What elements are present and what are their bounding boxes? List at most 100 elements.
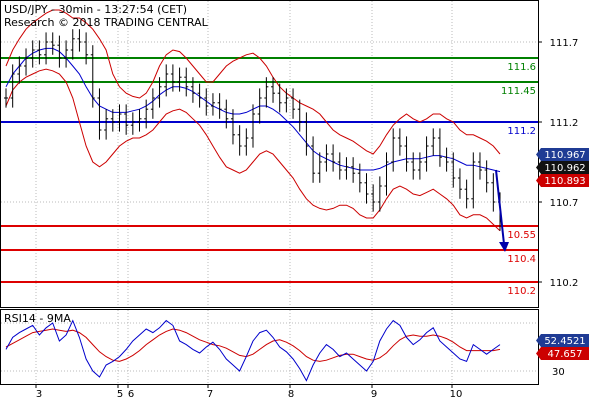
candle xyxy=(371,184,376,212)
candle xyxy=(4,88,8,108)
price-badge-label: 110.893 xyxy=(544,176,585,187)
candle xyxy=(451,152,456,188)
chart-title: USD/JPY - 30min - 13:27:54 (CET) xyxy=(4,3,187,16)
candle xyxy=(30,40,35,68)
candle xyxy=(217,93,222,119)
candle xyxy=(90,45,95,108)
candle xyxy=(297,99,302,132)
x-tick-label: 9 xyxy=(371,389,377,400)
candle xyxy=(264,77,269,108)
x-tick-label: 10 xyxy=(450,389,463,400)
x-tick-label: 6 xyxy=(128,389,134,400)
candle xyxy=(324,144,329,172)
candle xyxy=(251,104,255,148)
rsi-panel-frame xyxy=(0,309,539,385)
candle xyxy=(50,32,55,55)
candle xyxy=(411,152,416,180)
candle xyxy=(484,160,489,193)
rsi-badge: 47.657 xyxy=(536,347,589,360)
candle xyxy=(244,128,249,156)
candle xyxy=(104,109,109,140)
candle xyxy=(317,152,322,183)
candle xyxy=(77,29,82,52)
candle xyxy=(444,147,449,172)
candle xyxy=(70,29,75,60)
candle xyxy=(10,64,15,108)
forecast-arrow-head xyxy=(499,242,509,252)
candle xyxy=(471,152,476,209)
y-tick-label: 111.7 xyxy=(550,38,579,49)
level-label: 111.45 xyxy=(501,86,536,97)
candle xyxy=(64,40,69,68)
x-axis: 3 5 6 7 8 9 10 xyxy=(35,384,463,400)
candle xyxy=(364,173,369,204)
candle xyxy=(291,88,296,119)
candle xyxy=(177,67,182,92)
candle xyxy=(271,77,276,103)
candle xyxy=(437,128,442,167)
price-panel-frame xyxy=(0,0,539,308)
candle xyxy=(197,83,202,108)
candle xyxy=(477,152,482,180)
candle xyxy=(284,88,289,113)
y-tick-label: 110.7 xyxy=(550,198,579,209)
price-badges: 110.967 110.962 110.893 52.4521 47.657 xyxy=(536,148,589,360)
candle xyxy=(130,112,135,135)
candle xyxy=(110,109,115,132)
candle xyxy=(391,128,396,172)
rsi-ma-line xyxy=(5,328,501,362)
candle xyxy=(384,152,389,196)
candle xyxy=(337,152,342,180)
price-badge-label: 110.967 xyxy=(544,150,585,161)
candle xyxy=(57,35,62,68)
level-label: 10.55 xyxy=(507,230,536,241)
x-tick-label: 5 xyxy=(117,389,123,400)
candle xyxy=(404,136,409,172)
candle xyxy=(431,128,436,156)
candle xyxy=(150,88,155,119)
candle xyxy=(84,32,89,65)
candle xyxy=(184,67,189,97)
price-badge: 110.967 xyxy=(536,148,589,161)
level-label: 110.2 xyxy=(507,286,536,297)
candle xyxy=(277,83,282,113)
candle xyxy=(204,88,209,116)
candle xyxy=(464,179,469,209)
candle xyxy=(164,64,169,97)
level-label: 110.4 xyxy=(507,254,536,265)
x-tick-label: 7 xyxy=(207,389,213,400)
candle xyxy=(311,136,316,183)
price-levels: 111.6 111.45 111.2 10.55 110.4 110.2 xyxy=(1,57,538,297)
candle xyxy=(37,40,42,65)
x-tick-label: 8 xyxy=(288,389,294,400)
price-badge: 110.893 xyxy=(536,174,589,187)
candle xyxy=(491,173,496,212)
candle xyxy=(304,112,309,156)
y-tick-label: 110.2 xyxy=(550,278,579,289)
rsi-badge-label: 52.4521 xyxy=(544,336,585,347)
candle xyxy=(117,104,122,132)
candle xyxy=(24,48,29,76)
rsi-label: RSI14 - 9MA xyxy=(4,312,71,325)
candle xyxy=(230,109,235,145)
rsi-line xyxy=(5,319,501,382)
candle xyxy=(170,64,175,92)
candle xyxy=(210,93,215,116)
bollinger-lower-line xyxy=(5,68,501,232)
candle xyxy=(157,77,162,108)
level-label: 111.6 xyxy=(507,62,536,73)
candle xyxy=(424,136,429,172)
level-label: 111.2 xyxy=(507,126,536,137)
rsi-badge-label: 47.657 xyxy=(548,349,583,360)
candle xyxy=(397,128,402,156)
rsi-plot xyxy=(5,319,501,382)
candle xyxy=(457,168,462,199)
rsi-grid xyxy=(1,310,538,384)
candle xyxy=(97,88,102,140)
candle xyxy=(144,99,149,129)
candle xyxy=(357,163,362,193)
candle xyxy=(237,125,242,156)
candle xyxy=(377,176,382,212)
candle xyxy=(417,152,422,180)
